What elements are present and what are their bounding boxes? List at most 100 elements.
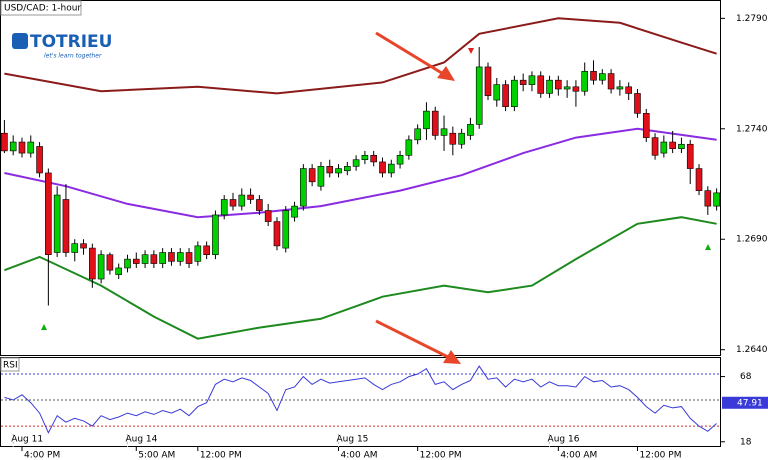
band-line	[4, 216, 717, 340]
rsi-title: RSI	[3, 361, 18, 371]
candle-body	[185, 252, 193, 264]
candle-body	[379, 161, 386, 174]
arrow	[375, 319, 451, 360]
candle-body	[273, 221, 281, 247]
candle-body	[449, 132, 457, 145]
candle-body	[300, 168, 307, 207]
candle-body	[634, 93, 641, 114]
candle-body	[27, 141, 35, 154]
logo-name: TOTRIEU	[30, 32, 112, 52]
x-tick-label: 12:00 PM	[639, 451, 681, 460]
date-tick-label: Aug 16	[548, 435, 580, 445]
arrowhead	[437, 66, 455, 81]
candle-body	[150, 254, 158, 264]
candle-body	[282, 210, 290, 249]
current-value-box	[722, 396, 768, 409]
candle-body	[264, 210, 272, 222]
candle-body	[704, 190, 712, 207]
candle-body	[53, 194, 61, 253]
candle-body	[519, 79, 527, 85]
candle-body	[555, 79, 562, 90]
x-tick-label: 4:00 PM	[24, 451, 60, 460]
fractal-marker	[705, 244, 711, 250]
candle-body	[352, 159, 360, 167]
candle-body	[36, 146, 43, 174]
candle-body	[695, 168, 703, 191]
candle-body	[590, 71, 597, 81]
candle-body	[308, 168, 316, 183]
x-tick-label: 12:00 PM	[420, 451, 462, 460]
candle-body	[176, 252, 184, 262]
candle-body	[537, 75, 545, 94]
candle-body	[159, 252, 166, 264]
candle-body	[256, 199, 263, 211]
logo: TOTRIEU let's learn together	[12, 32, 112, 60]
x-tick-label: 4:00 AM	[341, 451, 378, 460]
candle-body	[97, 254, 105, 280]
candle-body	[511, 79, 518, 107]
rsi-panel	[0, 357, 721, 447]
logo-icon	[12, 33, 28, 49]
y-tick-label: 18	[740, 437, 752, 447]
candle-body	[247, 194, 254, 200]
candle-body	[484, 66, 492, 96]
candle-body	[344, 166, 351, 172]
candle-body	[194, 245, 202, 262]
candle-body	[124, 258, 131, 269]
annotations	[41, 31, 711, 364]
y-tick-label: 1.2690	[736, 235, 768, 245]
candle-body	[528, 75, 536, 85]
candle-body	[115, 267, 123, 275]
main-panel	[0, 0, 721, 356]
candle-body	[80, 243, 87, 249]
candle-body	[713, 192, 720, 207]
y-tick-label: 68	[740, 372, 752, 382]
candle-body	[616, 86, 624, 90]
candle-body	[168, 252, 175, 262]
candle-body	[89, 247, 96, 280]
candle-body	[475, 66, 483, 125]
candle-body	[9, 141, 17, 152]
candle-body	[361, 154, 369, 161]
y-tick-label: 1.2640	[736, 345, 768, 355]
y-tick-label: 1.2740	[736, 124, 768, 134]
candle-body	[291, 205, 298, 218]
plot: 1.2790 1.2740 1.2690 1.2640 4:00 PM 5:00 AM 12…	[1, 14, 768, 460]
candle-body	[625, 86, 632, 94]
candle-body	[141, 254, 149, 264]
candle-body	[106, 254, 114, 271]
candle-body	[132, 258, 140, 264]
date-tick-label: Aug 14	[125, 435, 157, 445]
candle-body	[45, 172, 52, 256]
candle-body	[458, 132, 465, 145]
candle-body	[405, 139, 413, 156]
y-tick-label: 1.2790	[736, 14, 768, 24]
candle-body	[238, 194, 246, 207]
candle-body	[493, 84, 501, 101]
candle-body	[563, 86, 571, 90]
candle-body	[229, 199, 237, 207]
candle-body	[642, 113, 650, 138]
candle-body	[686, 143, 694, 169]
logo-tagline: let's learn together	[44, 53, 102, 60]
date-tick-label: Aug 15	[337, 435, 369, 445]
rsi-title-box	[0, 357, 20, 372]
candle-body	[370, 154, 377, 163]
candle-body	[1, 132, 8, 152]
candle-body	[220, 199, 228, 216]
x-tick-label: 5:00 AM	[138, 451, 175, 460]
candle-body	[62, 199, 70, 253]
candle-body	[598, 73, 606, 81]
chart-title: USD/CAD: 1-hour	[4, 4, 81, 14]
candle-body	[546, 79, 553, 94]
candle-body	[651, 137, 659, 156]
candle-body	[387, 163, 395, 174]
candle-body	[423, 110, 430, 130]
x-tick-label: 4:00 AM	[560, 451, 597, 460]
band-line	[4, 127, 717, 219]
candle-body	[18, 141, 26, 154]
candle-body	[317, 166, 325, 187]
candle-body	[581, 71, 589, 92]
